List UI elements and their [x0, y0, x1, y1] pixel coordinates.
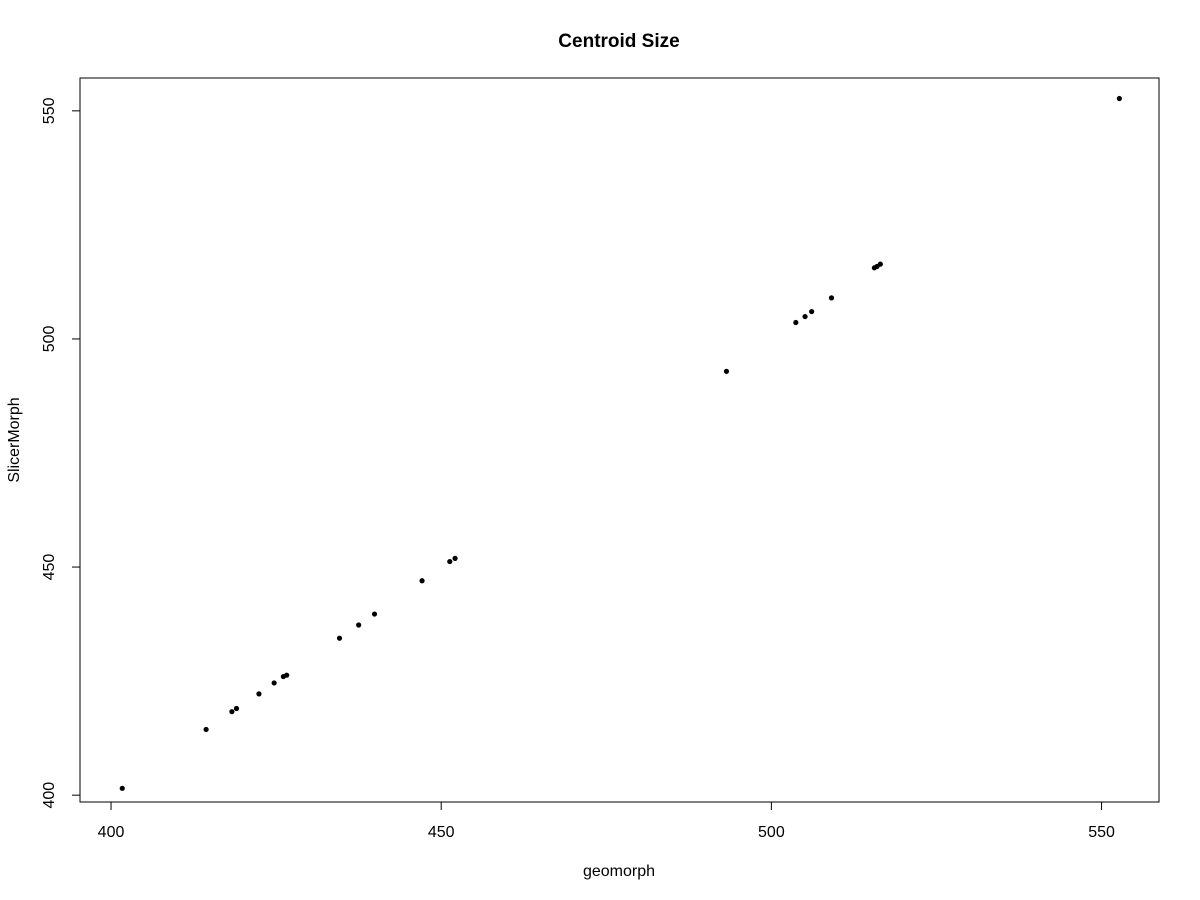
chart-title: Centroid Size: [558, 31, 679, 52]
x-axis: 400 450 500 550: [98, 801, 1115, 841]
data-point: [447, 558, 453, 565]
data-point: [336, 635, 343, 641]
data-point: [877, 261, 883, 267]
x-axis-label: geomorph: [583, 863, 655, 880]
data-point: [828, 295, 835, 301]
x-tick-label: 450: [428, 824, 455, 841]
data-point: [419, 578, 425, 584]
data-point: [119, 785, 125, 791]
y-axis: 400 450 500 550: [41, 97, 81, 809]
y-tick-label: 450: [41, 554, 58, 581]
data-point: [452, 555, 458, 561]
data-point: [256, 691, 262, 697]
data-point: [809, 308, 815, 315]
data-point: [271, 680, 277, 686]
data-point: [802, 313, 808, 320]
y-tick-label: 400: [41, 782, 58, 809]
x-tick-label: 500: [758, 824, 785, 841]
data-point: [203, 726, 209, 733]
y-tick-label: 500: [41, 326, 58, 353]
plot-frame: [79, 77, 1160, 803]
y-tick-label: 550: [41, 97, 58, 124]
data-points: [119, 95, 1122, 791]
data-point: [356, 622, 362, 628]
x-tick-label: 550: [1088, 824, 1115, 841]
data-point: [1116, 95, 1122, 102]
data-point: [229, 709, 235, 715]
data-point: [793, 319, 799, 326]
data-point: [233, 705, 240, 712]
data-point: [371, 611, 378, 617]
x-tick-label: 400: [98, 824, 125, 841]
data-point: [723, 368, 730, 374]
data-point: [284, 672, 290, 678]
y-axis-label: SlicerMorph: [6, 397, 23, 482]
